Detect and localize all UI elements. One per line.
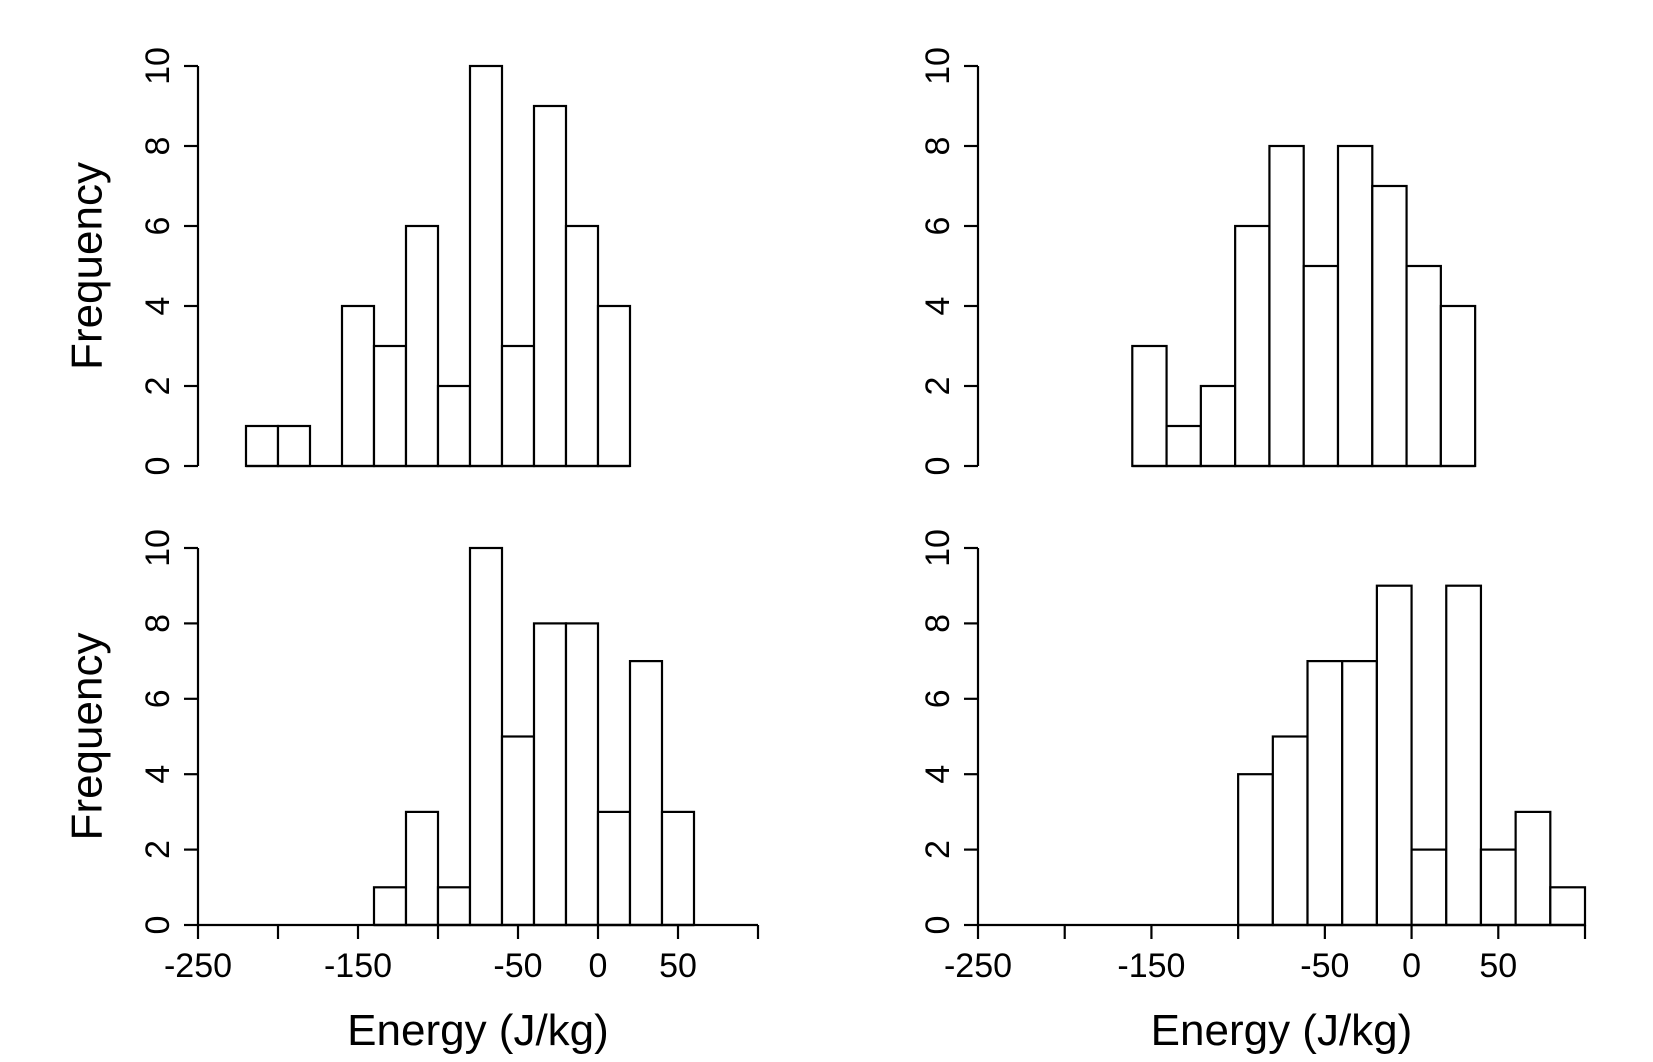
histogram-bar (532, 104, 568, 468)
y-tick-label: 0 (139, 457, 177, 476)
x-tick-label: 0 (589, 947, 608, 985)
histogram-bar (564, 224, 600, 468)
x-tick-label: 50 (659, 947, 697, 985)
x-tick-label: -50 (1300, 947, 1349, 985)
x-axis-label: Energy (J/kg) (347, 1006, 609, 1055)
x-tick-label: -150 (324, 947, 392, 985)
histogram-bar (1165, 424, 1202, 468)
histogram-bar (1268, 144, 1305, 468)
histogram-bar (1549, 886, 1587, 927)
histogram-bar (1199, 384, 1237, 468)
x-tick-label: -250 (164, 947, 232, 985)
y-axis-label: Frequency (63, 633, 112, 841)
histogram-bar (1234, 224, 1271, 468)
histogram-bar (596, 810, 632, 927)
y-tick-label: 4 (919, 297, 957, 316)
y-tick-label: 8 (139, 137, 177, 156)
histogram-bar (244, 424, 280, 468)
y-tick-label: 2 (919, 840, 957, 859)
y-tick-label: 6 (139, 217, 177, 236)
histogram-bar (1371, 184, 1408, 468)
y-tick-label: 8 (919, 614, 957, 633)
y-tick-label: 4 (139, 765, 177, 784)
x-tick-label: -250 (944, 947, 1012, 985)
histogram-panel-top-right: 0 2 4 6 8 10 (919, 47, 1477, 476)
histogram-bar (1306, 659, 1344, 927)
histogram-bar (1514, 810, 1552, 927)
y-tick-label: 0 (919, 457, 957, 476)
y-tick-label: 10 (139, 529, 177, 567)
histogram-bar (372, 344, 408, 468)
histogram-bar (1410, 848, 1448, 927)
histogram-bar (468, 546, 504, 927)
histogram-bar (436, 886, 472, 927)
y-tick-label: 0 (919, 916, 957, 935)
x-tick-label: -150 (1117, 947, 1185, 985)
x-axis-label: Energy (J/kg) (1151, 1006, 1413, 1055)
histogram-bar (468, 64, 504, 468)
y-tick-label: 0 (139, 916, 177, 935)
y-tick-label: 10 (919, 47, 957, 85)
histogram-bar (1405, 264, 1442, 468)
y-tick-label: 6 (919, 217, 957, 236)
histogram-panel-bottom-left: 0 2 4 6 8 10 Frequency -250 -150 -50 0 50 Energy (J/… (63, 529, 760, 1055)
x-tick-label: 50 (1479, 947, 1517, 985)
histogram-bar (1479, 848, 1517, 927)
histogram-bar (500, 344, 536, 468)
histogram-bar (1131, 344, 1168, 468)
histogram-bar (500, 735, 536, 927)
y-tick-label: 4 (139, 297, 177, 316)
histogram-bar (1237, 773, 1274, 927)
y-axis-label: Frequency (63, 162, 112, 370)
histogram-bar (532, 622, 568, 927)
histogram-bar (340, 304, 376, 468)
histogram-bar (1375, 584, 1413, 927)
y-tick-label: 6 (919, 689, 957, 708)
histogram-bar (628, 659, 664, 927)
y-tick-label: 2 (139, 840, 177, 859)
histogram-bar (436, 384, 472, 468)
histogram-bar (596, 304, 632, 468)
histogram-bar (404, 224, 440, 468)
y-tick-label: 2 (139, 377, 177, 396)
y-tick-label: 10 (139, 47, 177, 85)
x-tick-label: 0 (1402, 947, 1421, 985)
histogram-panel-bottom-right: 0 2 4 6 8 10 -250 -150 -50 0 50 Energy (J/kg) (919, 529, 1587, 1055)
x-tick-label: -50 (493, 947, 542, 985)
histogram-bar (1439, 304, 1477, 468)
y-tick-label: 2 (919, 377, 957, 396)
y-tick-label: 8 (139, 614, 177, 633)
histogram-bar (1302, 264, 1340, 468)
histogram-bar (404, 810, 440, 927)
histogram-panel-top-left: 0 2 4 6 8 10 Frequency (63, 47, 632, 476)
histogram-bar (660, 810, 696, 927)
histogram-bar (564, 622, 600, 927)
histogram-bar (372, 886, 408, 927)
histogram-bar (1271, 735, 1309, 927)
y-tick-label: 6 (139, 689, 177, 708)
histogram-bar (276, 424, 312, 468)
histogram-bar (1341, 659, 1378, 927)
y-tick-label: 8 (919, 137, 957, 156)
histogram-bar (1336, 144, 1374, 468)
y-tick-label: 4 (919, 765, 957, 784)
y-tick-label: 10 (919, 529, 957, 567)
histogram-bar (1445, 584, 1483, 927)
